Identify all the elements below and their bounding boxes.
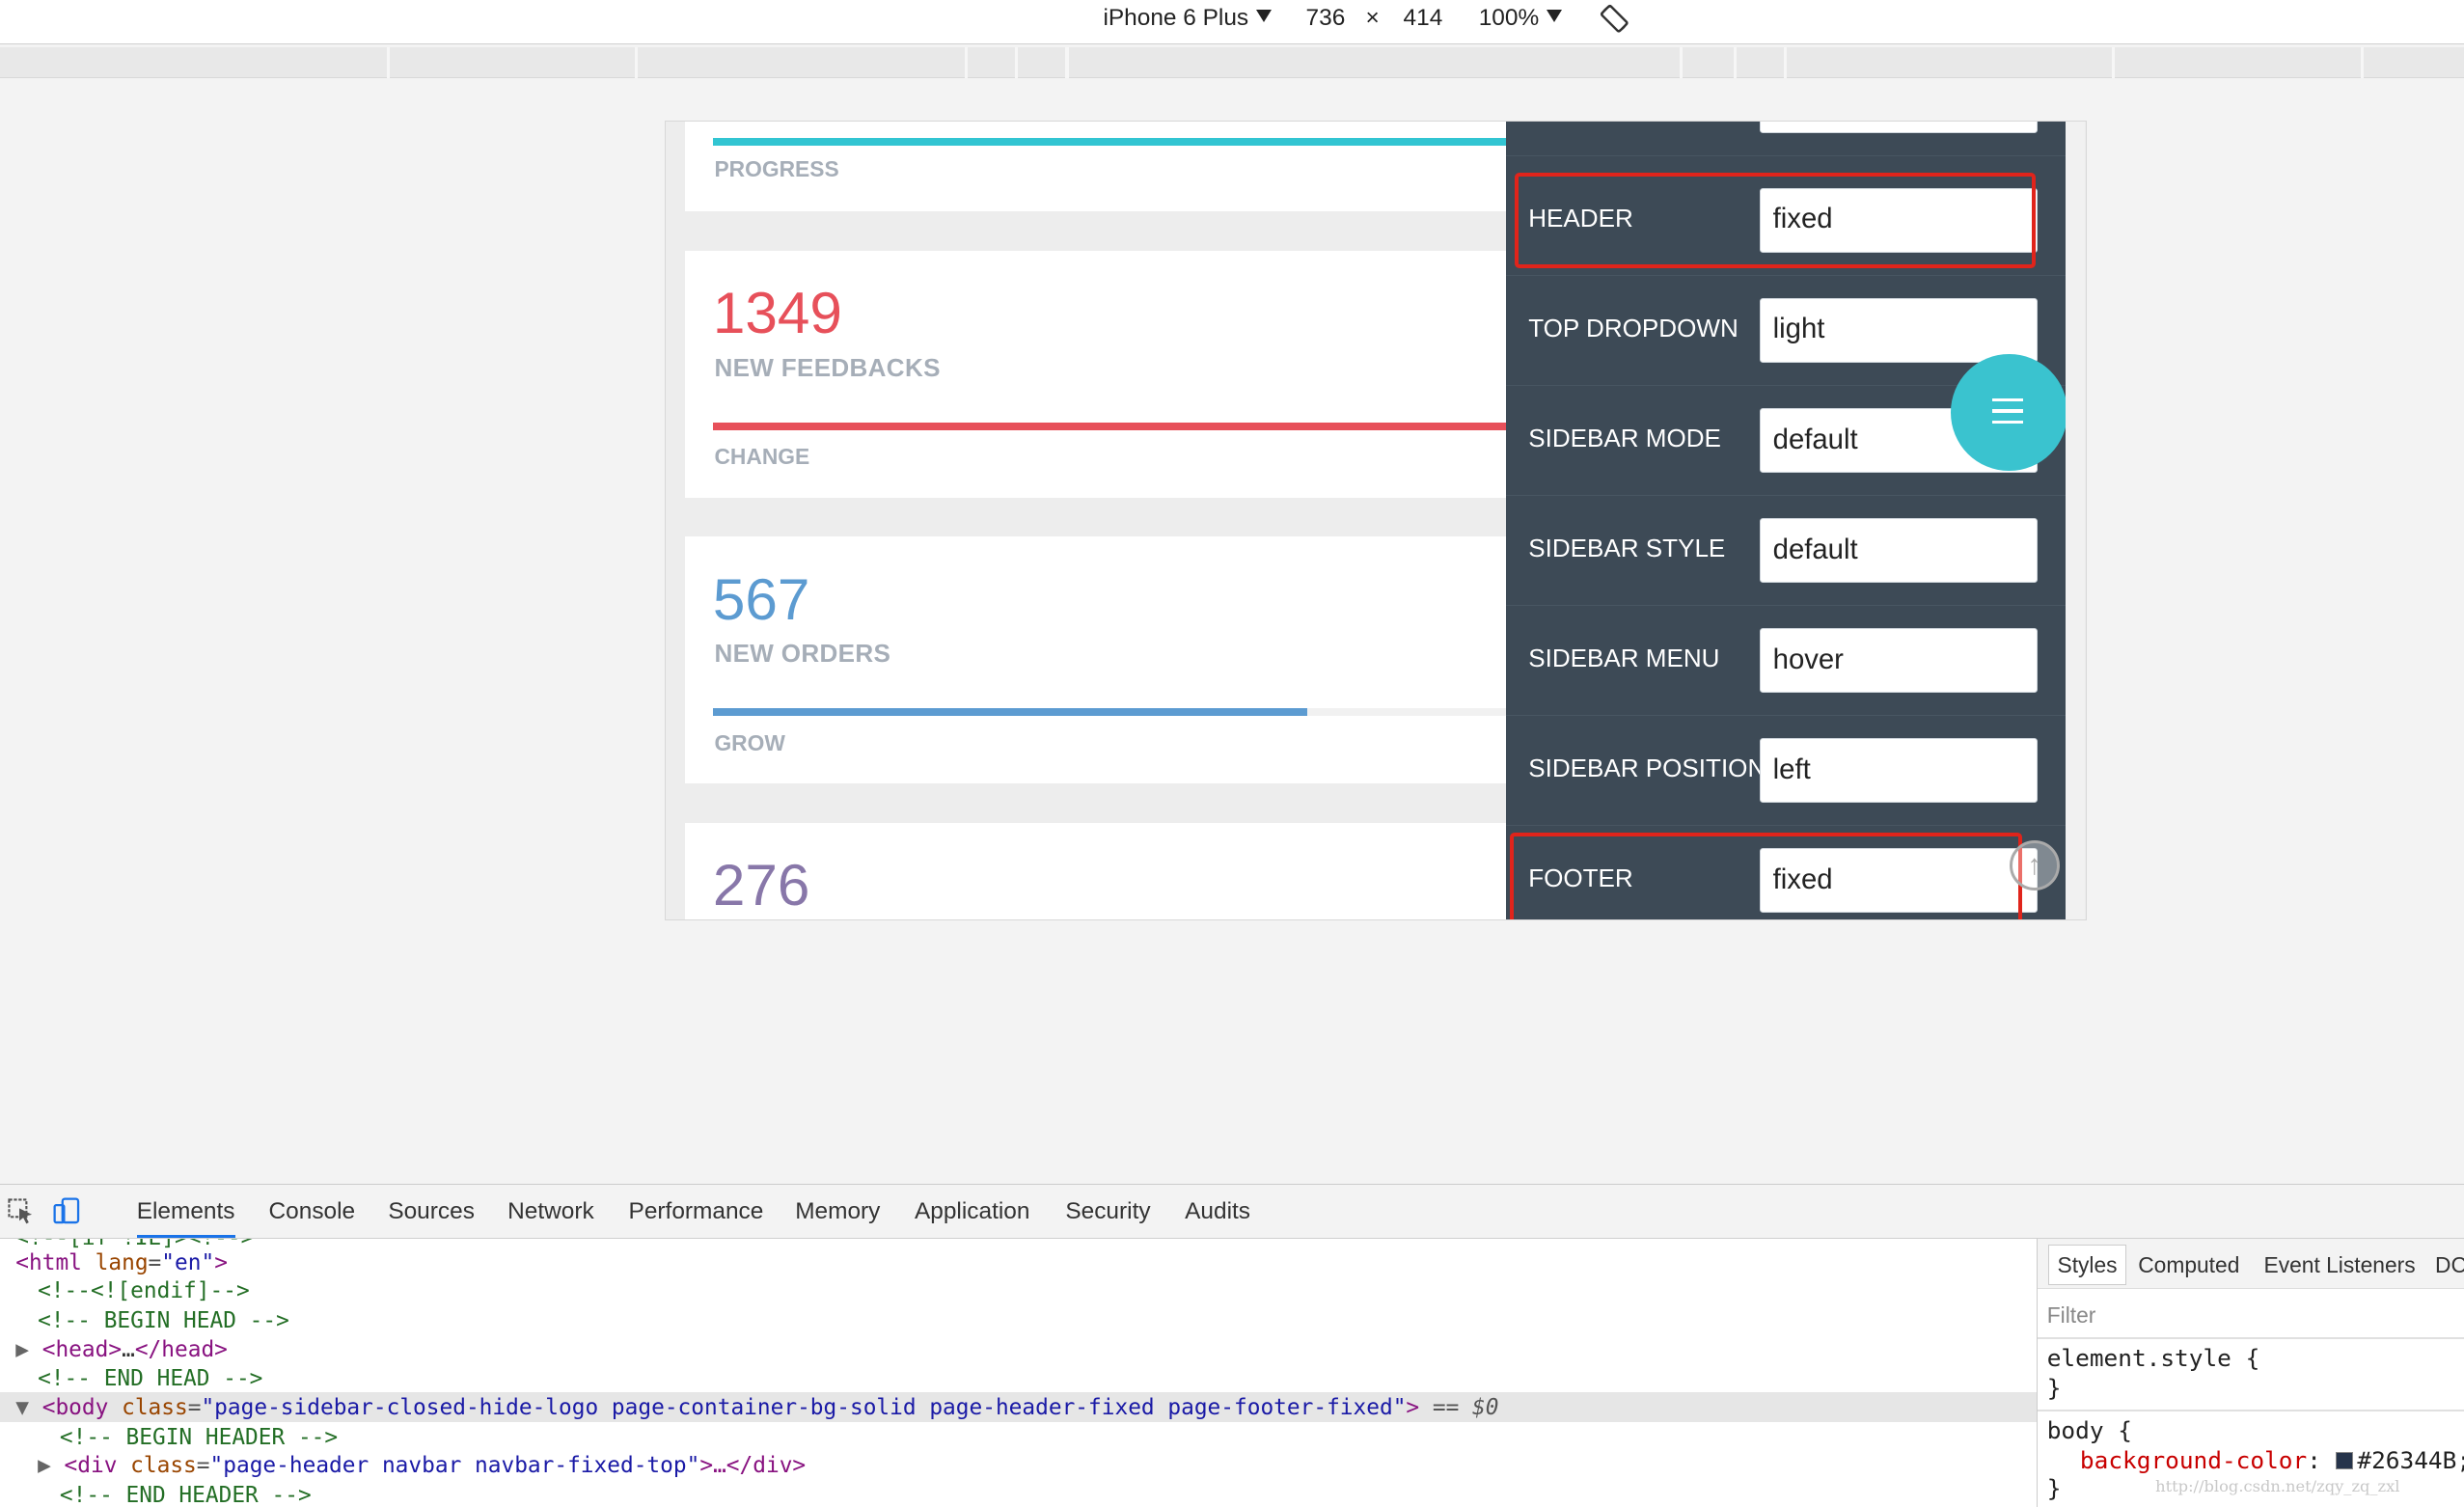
dom-div-node[interactable]: ▶ <div class="page-header navbar navbar-… [38,1453,807,1479]
dom-comment[interactable]: <!--<![endif]--> [38,1278,250,1304]
device-name: iPhone 6 Plus [1103,4,1249,31]
menu-toggle-button[interactable] [1951,354,2067,471]
setting-row-sidebar-position: SIDEBAR POSITION left [1506,716,2067,827]
tab-memory[interactable]: Memory [795,1198,881,1225]
tab-console[interactable]: Console [268,1198,356,1225]
inspect-element-icon[interactable] [7,1197,35,1225]
zoom-select[interactable]: 100% [1479,5,1563,32]
setting-row-sidebar-style: SIDEBAR STYLE default [1506,496,2067,607]
dom-comment[interactable]: <!--[if !IE]><!--> [15,1239,254,1253]
progress-card: PROGRESS [684,122,1565,212]
rule-close: } [2046,1473,2062,1502]
setting-label: SIDEBAR POSITION [1528,754,1766,783]
dom-comment[interactable]: <!-- END HEAD --> [38,1366,263,1392]
header-highlight-box [1514,172,2037,268]
setting-label: FOOTER [1528,863,1633,893]
tab-elements[interactable]: Elements [136,1198,235,1238]
setting-select-partial[interactable] [1759,122,2038,133]
stat-card: 1349 NEW FEEDBACKS CHANGE [684,250,1565,498]
tab-security[interactable]: Security [1065,1198,1151,1225]
css-declaration[interactable]: background-color: #26344B; [2079,1445,2464,1474]
element-style-rule[interactable]: element.style { [2046,1343,2260,1372]
tab-dom-breakpoints[interactable]: DC [2435,1252,2464,1278]
tab-computed[interactable]: Computed [2138,1252,2240,1278]
setting-label: TOP DROPDOWN [1528,314,1738,343]
setting-label: SIDEBAR MODE [1528,424,1721,453]
setting-row-footer: FOOTER fixed [1506,826,2066,919]
stat-progress [712,707,1562,717]
watermark: http://blog.csdn.net/zqy_zq_zxl [2155,1477,2400,1496]
styles-tabbar: Styles Computed Event Listeners DC [2037,1238,2464,1289]
sidebar-style-select[interactable]: default [1759,517,2038,583]
setting-label: SIDEBAR MENU [1528,644,1720,673]
sidebar-position-select[interactable]: left [1759,737,2038,803]
color-swatch-icon[interactable] [2335,1452,2353,1470]
dimension-separator: × [1365,4,1380,31]
dropdown-arrow-icon [1256,9,1273,22]
tab-event-listeners[interactable]: Event Listeners [2263,1252,2416,1278]
dom-html-node[interactable]: <html lang="en"> [15,1249,228,1275]
zoom-value: 100% [1478,4,1540,31]
tab-application[interactable]: Application [914,1198,1030,1225]
setting-row-header: HEADER fixed [1506,166,2067,277]
stat-progress-fill [712,422,1562,430]
media-query-bar[interactable] [0,46,2464,79]
setting-row-top-dropdown: TOP DROPDOWN light [1506,276,2067,387]
device-viewport: PROGRESS 1349 NEW FEEDBACKS CHANGE 567 N… [664,121,2088,921]
tab-sources[interactable]: Sources [388,1198,475,1225]
stat-progress [712,422,1562,430]
stat-value: 276 [712,852,810,918]
scroll-top-icon[interactable]: ↑ [2009,839,2060,890]
stat-label: NEW FEEDBACKS [714,352,941,382]
styles-filter-input[interactable]: Filter [2046,1302,2096,1329]
card-status: PROGRESS [714,156,839,182]
dropdown-arrow-icon [1547,9,1563,22]
rule-close: } [2046,1373,2062,1402]
device-select[interactable]: iPhone 6 Plus [1103,4,1273,32]
dom-comment[interactable]: <!-- BEGIN HEAD --> [38,1308,289,1334]
setting-label: HEADER [1528,204,1633,233]
setting-row-sidebar-menu: SIDEBAR MENU hover [1506,606,2067,717]
tab-performance[interactable]: Performance [628,1198,764,1225]
stat-value: 567 [712,565,810,632]
styles-pane: Styles Computed Event Listeners DC Filte… [2036,1238,2464,1507]
header-select[interactable]: fixed [1759,187,2038,253]
setting-row-partial [1506,122,2067,157]
device-toolbar: iPhone 6 Plus 736 × 414 100% [0,0,2464,44]
top-dropdown-select[interactable]: light [1759,297,2038,363]
setting-label: SIDEBAR STYLE [1528,534,1726,563]
footer-highlight-box [1509,832,2022,920]
devtools-tabbar: Elements Console Sources Network Perform… [0,1183,2464,1239]
dom-comment[interactable]: <!-- BEGIN HEADER --> [59,1424,339,1450]
height-field[interactable]: 414 [1403,4,1443,31]
footer-select[interactable]: fixed [1759,847,2038,913]
viewport-scrollbar[interactable] [2066,122,2085,920]
stat-value: 1349 [712,280,842,346]
dom-comment[interactable]: <!-- END HEADER --> [59,1482,312,1507]
dom-tree: <!--[if !IE]><!--> <html lang="en"> <!--… [0,1238,2037,1507]
sidebar-menu-select[interactable]: hover [1759,627,2038,693]
stat-label: NEW ORDERS [714,639,891,669]
dom-body-node[interactable]: ▼ <body class="page-sidebar-closed-hide-… [15,1394,1499,1420]
stat-card: 567 NEW ORDERS GROW [684,536,1565,784]
selected-node-highlight [0,1392,2037,1423]
rotate-icon[interactable] [1599,3,1630,41]
stat-progress-fill [712,707,1307,717]
tab-styles[interactable]: Styles [2048,1245,2126,1286]
body-rule[interactable]: body { [2046,1415,2132,1444]
stat-status: CHANGE [714,444,810,470]
width-field[interactable]: 736 [1305,4,1346,31]
tab-network[interactable]: Network [507,1198,594,1225]
dom-head-node[interactable]: ▶ <head>…</head> [15,1336,228,1362]
stat-status: GROW [714,729,785,755]
tab-audits[interactable]: Audits [1185,1198,1251,1225]
stat-card: 276 [684,822,1565,920]
progress-bar [712,137,1562,146]
device-toggle-icon[interactable] [53,1197,81,1225]
theme-settings-panel: HEADER fixed TOP DROPDOWN light SIDEBAR … [1506,122,2067,920]
